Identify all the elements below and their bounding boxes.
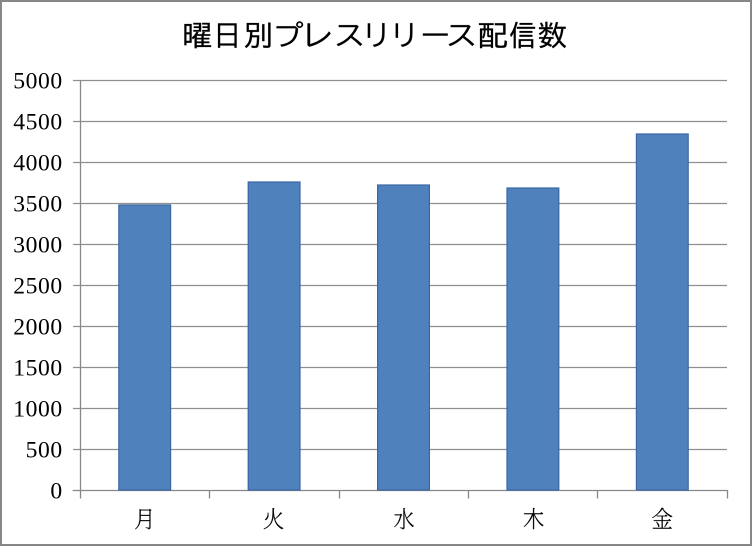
- svg-text:4500: 4500: [13, 110, 63, 136]
- svg-text:1500: 1500: [13, 356, 63, 382]
- svg-text:5000: 5000: [13, 69, 63, 95]
- svg-text:1000: 1000: [13, 397, 63, 423]
- svg-text:3500: 3500: [13, 192, 63, 218]
- svg-text:2000: 2000: [13, 315, 63, 341]
- svg-text:4000: 4000: [13, 151, 63, 177]
- svg-text:3000: 3000: [13, 233, 63, 259]
- svg-text:500: 500: [26, 438, 63, 464]
- svg-text:0: 0: [50, 479, 62, 505]
- svg-text:2500: 2500: [13, 274, 63, 300]
